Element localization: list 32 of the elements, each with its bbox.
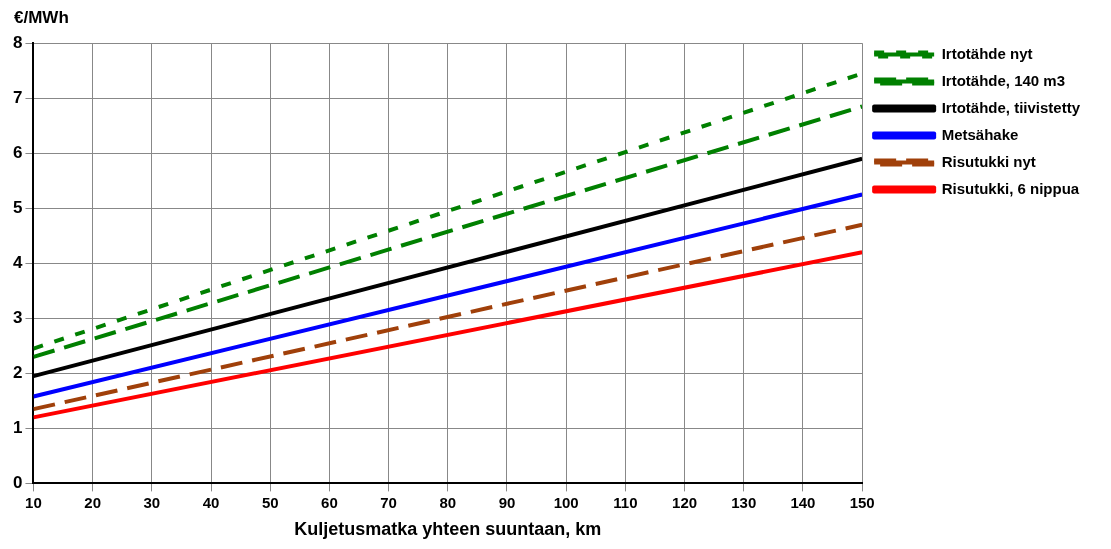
y-tick-label: 2 [12, 363, 23, 383]
legend-label: Irtotähde nyt [941, 44, 1033, 62]
x-tick-label: 20 [84, 493, 101, 511]
y-tick-label: 6 [12, 142, 23, 162]
x-tick-label: 10 [25, 493, 42, 511]
y-axis-title: €/MWh [14, 8, 69, 28]
y-tick-label: 0 [12, 473, 23, 493]
x-tick-label: 60 [321, 493, 338, 511]
x-tick-label: 70 [380, 493, 397, 511]
y-tick-label: 1 [12, 418, 23, 438]
x-tick-label: 90 [498, 493, 516, 511]
y-tick-label: 7 [12, 87, 23, 107]
legend-label: Risutukki, 6 nippua [941, 179, 1080, 197]
x-tick-label: 120 [672, 493, 698, 511]
y-tick-label: 8 [12, 32, 23, 52]
x-tick-label: 140 [790, 493, 816, 511]
legend-label: Risutukki nyt [941, 152, 1036, 170]
y-tick-label: 5 [12, 197, 23, 217]
y-tick-label: 4 [12, 252, 23, 272]
x-tick-label: 40 [202, 493, 220, 511]
x-tick-label: 150 [849, 493, 875, 511]
legend-label: Irtotähde, tiivistetty [941, 98, 1081, 116]
x-tick-label: 80 [439, 493, 457, 511]
legend-label: Irtotähde, 140 m3 [941, 71, 1066, 89]
x-tick-label: 110 [613, 493, 638, 511]
x-tick-label: 50 [261, 493, 279, 511]
legend-label: Metsähake [941, 125, 1019, 143]
x-axis-title: Kuljetusmatka yhteen suuntaan, km [294, 519, 602, 540]
x-tick-label: 100 [553, 493, 579, 511]
x-tick-label: 30 [143, 493, 161, 511]
y-tick-label: 3 [12, 308, 23, 328]
x-tick-label: 130 [731, 493, 757, 511]
